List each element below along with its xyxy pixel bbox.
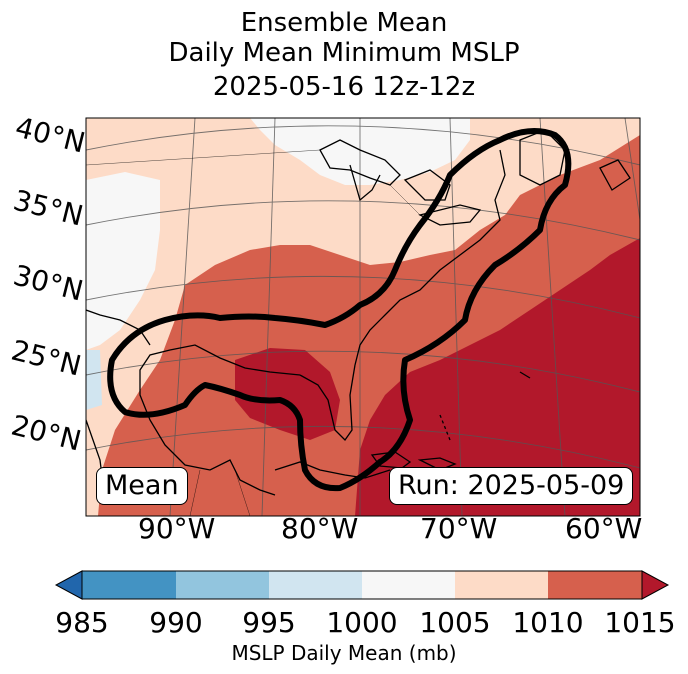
pressure-field: [86, 118, 640, 516]
colorbar-frame: [81, 570, 643, 600]
colorbar-extend-below: [54, 570, 83, 600]
mean-contour: [107, 128, 572, 492]
lon-label-90w: 90°W: [138, 512, 216, 545]
colorbar-bin-985-990: [82, 571, 176, 599]
field-1005-1010: [86, 118, 640, 516]
field-above-1015-east: [355, 238, 640, 516]
lon-label-60w: 60°W: [565, 512, 643, 545]
colorbar-tick-1005: 1005: [419, 606, 491, 639]
colorbar-label: MSLP Daily Mean (mb): [231, 641, 457, 665]
title-line-3: 2025-05-16 12z-12z: [212, 72, 476, 102]
title-line-1: Ensemble Mean: [240, 8, 448, 38]
lon-label-70w: 70°W: [420, 512, 498, 545]
colorbar-tick-990: 990: [149, 606, 203, 639]
colorbar-tick-985: 985: [55, 606, 109, 639]
borders: [86, 149, 421, 516]
field-1000-1005-west: [86, 172, 160, 350]
colorbar-bin-1005-1010: [455, 571, 548, 599]
lon-label-80w: 80°W: [281, 512, 359, 545]
colorbar-tick-995: 995: [242, 606, 296, 639]
colorbar-extend-above: [641, 570, 670, 600]
coastlines: [86, 129, 631, 501]
run-label: Run: 2025-05-09: [389, 467, 634, 505]
colorbar-bin-1010-1015: [548, 571, 642, 599]
colorbar-tick-1010: 1010: [512, 606, 584, 639]
field-995-1000: [86, 350, 102, 410]
colorbar-bin-1000-1005: [362, 571, 455, 599]
colorbar-tick-1015: 1015: [604, 606, 676, 639]
colorbar-bin-995-1000: [269, 571, 362, 599]
title-line-2: Daily Mean Minimum MSLP: [168, 38, 520, 68]
colorbar-tick-1000: 1000: [326, 606, 398, 639]
mean-label: Mean: [96, 467, 188, 505]
colorbar-bin-990-995: [176, 571, 269, 599]
map-frame: [85, 117, 641, 517]
